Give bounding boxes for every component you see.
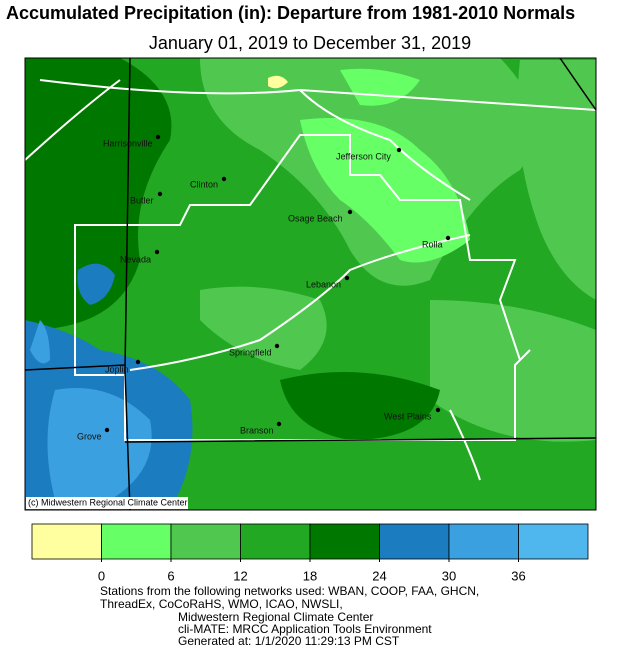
city-dot [344,275,350,281]
city-label: Osage Beach [288,213,343,223]
region [430,300,596,442]
city-label: Clinton [190,179,218,189]
city-dot [155,134,161,140]
footer-line: cli-MATE: MRCC Application Tools Environ… [178,622,432,636]
legend-swatch [31,523,102,560]
legend-swatch [309,523,380,560]
region [77,263,115,305]
legend-tick-label: 12 [233,568,247,583]
city-label: Jefferson City [336,151,391,161]
city-label: Butler [130,195,154,205]
city-dot [135,359,141,365]
credit-box [26,497,188,509]
footer-line: Generated at: 1/1/2020 11:29:13 PM CST [178,634,400,645]
city-label: Lebanon [306,279,341,289]
footer-line: Midwestern Regional Climate Center [178,610,373,624]
legend-tick-label: 36 [511,568,525,583]
city-label: West Plains [384,411,432,421]
footer-line: Stations from the following networks use… [100,584,479,598]
legend-swatch [170,523,241,560]
legend-tick-label: 30 [442,568,456,583]
city-dot [396,147,402,153]
region [25,58,172,330]
credit: (c) Midwestern Regional Climate Center [28,497,188,507]
region [300,118,470,263]
legend-tick-label: 18 [303,568,317,583]
region [268,75,288,89]
city-dot [221,176,227,182]
subtitle: January 01, 2019 to December 31, 2019 [149,33,471,53]
city-dot [154,249,160,255]
city-dot [157,191,163,197]
city-dot [276,421,282,427]
city-label: Grove [77,431,102,441]
region [200,286,327,370]
legend-swatch [101,523,172,560]
city-dot [435,407,441,413]
city-dot [104,427,110,433]
legend-swatch [518,523,589,560]
city-dot [274,343,280,349]
map-frame [24,57,597,511]
legend-swatch [448,523,519,560]
footer-line: ThreadEx, CoCoRaHS, WMO, ICAO, NWSLI, [100,597,343,611]
legend-swatch [240,523,311,560]
title: Accumulated Precipitation (in): Departur… [6,3,575,23]
city-label: Rolla [422,239,443,249]
legend-swatch [379,523,450,560]
legend-tick-label: 0 [98,568,105,583]
region [30,320,50,364]
region [280,372,440,440]
map [25,58,596,510]
city-label: Nevada [120,254,151,264]
region [517,60,596,300]
city-label: Springfield [229,347,272,357]
legend-tick-label: 24 [372,568,386,583]
city-label: Harrisonville [103,138,153,148]
city-dot [445,235,451,241]
city-label: Joplin [105,364,129,374]
city-dot [347,209,353,215]
city-label: Branson [240,425,274,435]
legend-tick-label: 6 [167,568,174,583]
